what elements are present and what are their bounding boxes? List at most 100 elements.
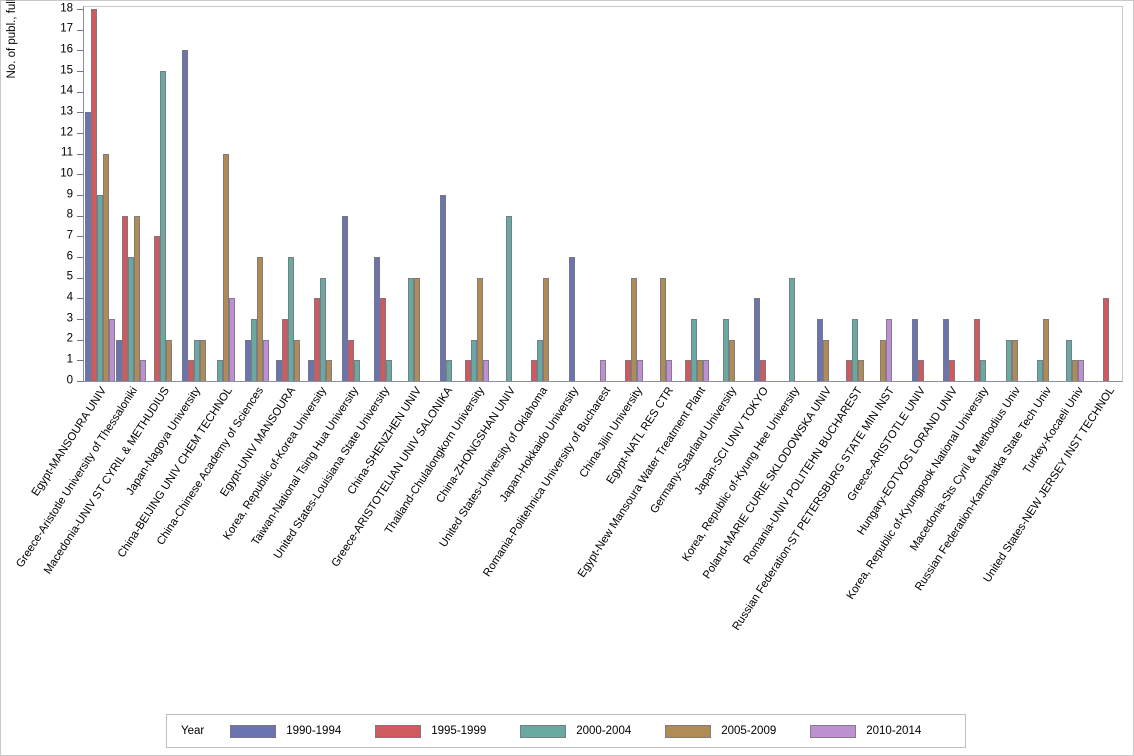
legend-item[interactable]: 1990-1994 [230,724,342,738]
legend-item[interactable]: 2010-2014 [810,724,921,738]
bar[interactable] [379,298,386,381]
y-axis-tick-mark [77,298,83,300]
bar[interactable] [980,360,987,381]
bar[interactable] [631,277,638,381]
bar[interactable] [313,298,320,381]
bar[interactable] [1037,360,1044,381]
bar[interactable] [319,277,326,381]
bar-group [178,7,209,381]
bar[interactable] [182,50,189,381]
y-axis-tick-mark [77,133,83,134]
bar[interactable] [1103,298,1110,381]
legend-label: 1990-1994 [286,725,342,737]
legend-item[interactable]: 2000-2004 [520,724,631,738]
legend-item[interactable]: 2005-2009 [665,724,776,738]
bar-group [461,7,492,381]
bar[interactable] [134,215,141,381]
bar[interactable] [880,339,887,381]
bar[interactable] [703,360,710,381]
bar[interactable] [128,257,135,381]
bar[interactable] [439,195,446,381]
bar[interactable] [857,360,864,381]
bar[interactable] [90,9,97,381]
bar[interactable] [788,277,795,381]
bar[interactable] [823,339,830,381]
bar[interactable] [1011,339,1018,381]
bar[interactable] [685,360,692,381]
bar[interactable] [256,257,263,381]
bar-group [619,7,650,381]
bar[interactable] [531,360,538,381]
bar[interactable] [282,319,289,381]
legend-item[interactable]: 1995-1999 [375,724,486,738]
bar[interactable] [159,71,166,381]
bar[interactable] [342,215,349,381]
bar-group [115,7,147,381]
bar[interactable] [1077,360,1084,381]
bar[interactable] [307,360,314,381]
bar[interactable] [116,339,123,381]
bar[interactable] [665,360,672,381]
bar[interactable] [477,277,484,381]
y-axis-tick: 12 [0,127,83,138]
bar[interactable] [102,153,109,381]
bar[interactable] [250,319,257,381]
bar[interactable] [917,360,924,381]
bar[interactable] [691,319,698,381]
bar[interactable] [1043,319,1050,381]
bar[interactable] [483,360,490,381]
bar[interactable] [505,215,512,381]
bar[interactable] [216,360,223,381]
bar[interactable] [728,339,735,381]
bar[interactable] [851,319,858,381]
bar[interactable] [754,298,761,381]
bar[interactable] [276,360,283,381]
bar[interactable] [568,257,575,381]
bar[interactable] [1071,360,1078,381]
bar[interactable] [625,360,632,381]
bar[interactable] [84,112,91,381]
bar[interactable] [262,339,269,381]
bar[interactable] [122,215,129,381]
bar[interactable] [1065,339,1072,381]
bar[interactable] [414,277,421,381]
bar[interactable] [140,360,147,381]
bar[interactable] [165,339,172,381]
bar[interactable] [244,339,251,381]
bar[interactable] [599,360,606,381]
bar[interactable] [465,360,472,381]
bar[interactable] [200,339,207,381]
bar[interactable] [408,277,415,381]
bar[interactable] [543,277,550,381]
bar[interactable] [697,360,704,381]
bar[interactable] [188,360,195,381]
bar[interactable] [354,360,361,381]
bar[interactable] [845,360,852,381]
bar[interactable] [886,319,893,381]
bar[interactable] [659,277,666,381]
bar[interactable] [1005,339,1012,381]
bar[interactable] [911,319,918,381]
bar[interactable] [108,319,115,381]
bar[interactable] [974,319,981,381]
bar[interactable] [948,360,955,381]
bar[interactable] [760,360,767,381]
bar[interactable] [373,257,380,381]
bar[interactable] [153,236,160,381]
bar[interactable] [194,339,201,381]
bar[interactable] [222,153,229,381]
bar[interactable] [722,319,729,381]
bar[interactable] [348,339,355,381]
bar[interactable] [445,360,452,381]
bar[interactable] [288,257,295,381]
bar[interactable] [294,339,301,381]
bar[interactable] [228,298,235,381]
bar[interactable] [817,319,824,381]
bar[interactable] [96,195,103,381]
bar[interactable] [471,339,478,381]
bar[interactable] [325,360,332,381]
bar[interactable] [537,339,544,381]
bar[interactable] [637,360,644,381]
bar[interactable] [942,319,949,381]
bar[interactable] [385,360,392,381]
